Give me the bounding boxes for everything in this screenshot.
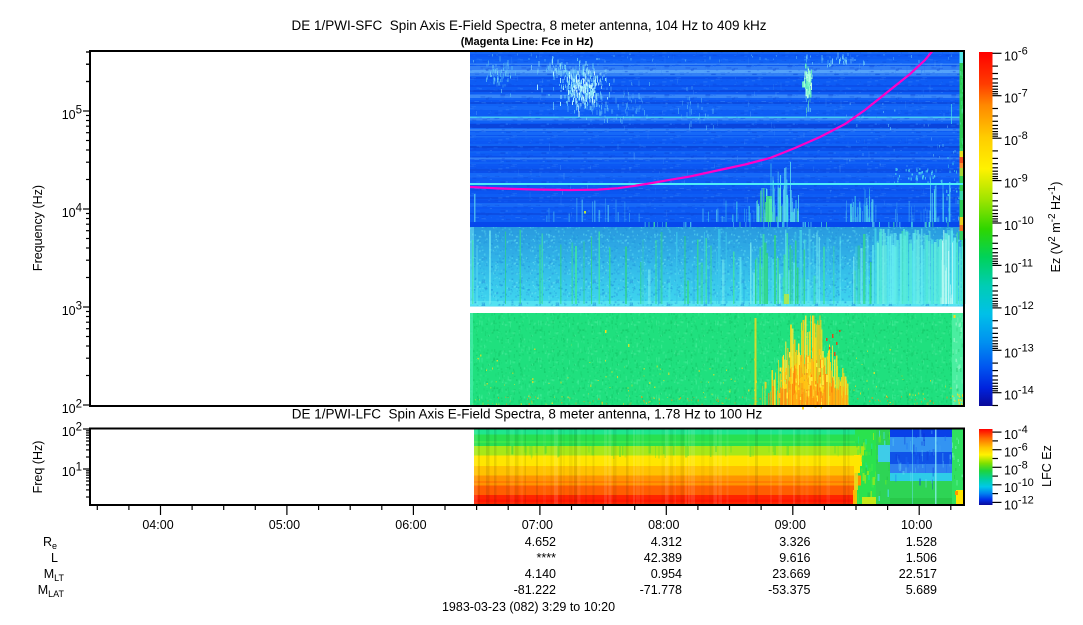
svg-text:DE 1/PWI-LFC Spin Axis E-Fiel: DE 1/PWI-LFC Spin Axis E-Field Spectra, …	[292, 407, 763, 422]
svg-text:(Magenta Line: Fce in Hz): (Magenta Line: Fce in Hz)	[461, 36, 594, 48]
svg-text:5.689: 5.689	[906, 583, 937, 597]
svg-text:1.528: 1.528	[906, 535, 937, 549]
svg-text:-53.375: -53.375	[768, 583, 810, 597]
svg-text:L: L	[51, 551, 58, 565]
svg-text:0.954: 0.954	[651, 567, 682, 581]
svg-text:****: ****	[537, 551, 557, 565]
svg-text:1.506: 1.506	[906, 551, 937, 565]
svg-text:23.669: 23.669	[772, 567, 810, 581]
svg-text:4.312: 4.312	[651, 535, 682, 549]
svg-text:-81.222: -81.222	[514, 583, 556, 597]
svg-text:1983-03-23 (082) 3:29 to 10:20: 1983-03-23 (082) 3:29 to 10:20	[442, 600, 615, 614]
svg-text:09:00: 09:00	[775, 518, 806, 532]
svg-text:42.389: 42.389	[644, 551, 682, 565]
svg-text:LFC Ez: LFC Ez	[1040, 445, 1054, 487]
svg-text:-71.778: -71.778	[640, 583, 682, 597]
svg-text:4.652: 4.652	[525, 535, 556, 549]
svg-text:4.140: 4.140	[525, 567, 556, 581]
svg-text:9.616: 9.616	[779, 551, 810, 565]
svg-text:22.517: 22.517	[899, 567, 937, 581]
svg-text:05:00: 05:00	[269, 518, 300, 532]
svg-text:DE 1/PWI-SFC Spin Axis E-Fiel: DE 1/PWI-SFC Spin Axis E-Field Spectra, …	[292, 18, 767, 33]
svg-text:10:00: 10:00	[901, 518, 932, 532]
svg-text:Ez (V2 m-2 Hz-1): Ez (V2 m-2 Hz-1)	[1047, 182, 1063, 273]
svg-text:3.326: 3.326	[779, 535, 810, 549]
svg-text:06:00: 06:00	[395, 518, 426, 532]
svg-text:07:00: 07:00	[522, 518, 553, 532]
svg-text:08:00: 08:00	[648, 518, 679, 532]
svg-text:Frequency (Hz): Frequency (Hz)	[31, 185, 45, 271]
svg-text:04:00: 04:00	[142, 518, 173, 532]
svg-text:Freq (Hz): Freq (Hz)	[31, 441, 45, 494]
